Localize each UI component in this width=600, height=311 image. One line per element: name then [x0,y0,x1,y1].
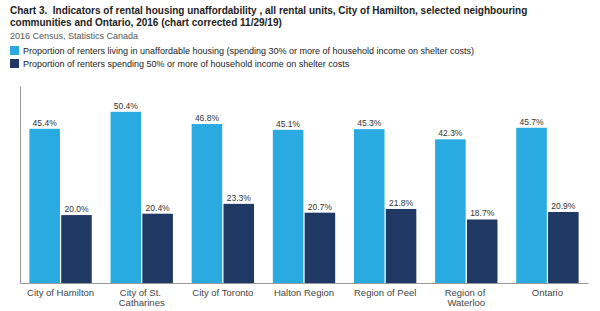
data-label: 20.7% [308,202,333,212]
data-label: 46.8% [195,113,220,123]
bar [516,128,547,283]
data-label: 20.9% [551,201,576,211]
x-tick-label: City of Toronto [192,287,253,298]
x-tick: City of Toronto [192,287,253,298]
data-label: 45.7% [519,117,544,127]
bar [61,215,92,283]
bar [548,212,579,283]
data-label: 20.4% [146,203,171,213]
bar [273,130,304,283]
x-tick-label-line: Region of Peel [354,287,416,298]
x-tick-label: City of St. Catharines [119,287,165,308]
x-tick-label: Ontario [532,287,563,298]
legend-label: Proportion of renters living in unafford… [23,46,474,56]
bar [192,124,223,283]
data-label: 45.1% [276,119,301,129]
data-label: 23.3% [227,193,252,203]
x-tick-label: Halton Region [274,287,334,298]
bar [305,213,336,283]
data-label: 42.3% [438,128,463,138]
data-label: 45.3% [357,118,382,128]
x-tick-label-line: Catharines [119,297,165,308]
x-tick-label-line: City of Toronto [192,287,253,298]
bar [223,204,254,283]
legend-label: Proportion of renters spending 50% or mo… [23,59,350,69]
legend-swatch [10,46,19,55]
x-tick-label: City of Hamilton [27,287,94,298]
x-tick-label-line: Region of [445,287,488,298]
x-tick: Region of Peel [354,287,416,298]
data-label: 21.8% [389,198,414,208]
subtitle: 2016 Census, Statistics Canada [10,31,138,41]
x-tick: Region of Waterloo [445,287,488,308]
x-tick-label-line: Waterloo [447,297,485,308]
x-axis-line [21,283,589,284]
data-label: 18.7% [470,208,495,218]
x-tick-label: Region of Waterloo [445,287,488,308]
title-line: Chart 3. Indicators of rental housing un… [10,5,530,16]
chart: Chart 3. Indicators of rental housing un… [0,0,600,311]
x-tick: Ontario [532,287,563,298]
x-axis: City of HamiltonCity of St. CatharinesCi… [21,284,589,309]
bar [386,209,417,283]
x-tick-label-line: City of Hamilton [27,287,94,298]
x-tick: Halton Region [274,287,334,298]
title-line: communities and Ontario, 2016 (chart cor… [10,17,282,28]
x-tick-label-line: Halton Region [274,287,334,298]
bar [435,139,466,283]
data-label: 20.0% [64,204,89,214]
data-label: 45.4% [33,118,58,128]
x-tick-label-line: Ontario [532,287,563,298]
data-labels: 45.4% 50.4% 46.8% 45.1% 45.3% 42.3% 45.7% 20.0%… [33,101,576,219]
bar [111,112,142,283]
bar [29,129,60,283]
bars [29,112,578,283]
bar [467,219,498,283]
x-tick: City of Hamilton [27,287,94,298]
bar [142,214,173,283]
y-axis [20,87,21,284]
y-axis-line [20,87,21,284]
title: Chart 3. Indicators of rental housing un… [10,5,530,28]
x-tick-label: Region of Peel [354,287,416,298]
legend-swatch [10,59,19,68]
data-label: 50.4% [114,101,139,111]
legend: Proportion of renters living in unafford… [10,46,474,69]
bar [354,129,385,283]
x-tick: City of St. Catharines [119,287,165,308]
x-tick-label-line: City of St. [120,287,164,298]
